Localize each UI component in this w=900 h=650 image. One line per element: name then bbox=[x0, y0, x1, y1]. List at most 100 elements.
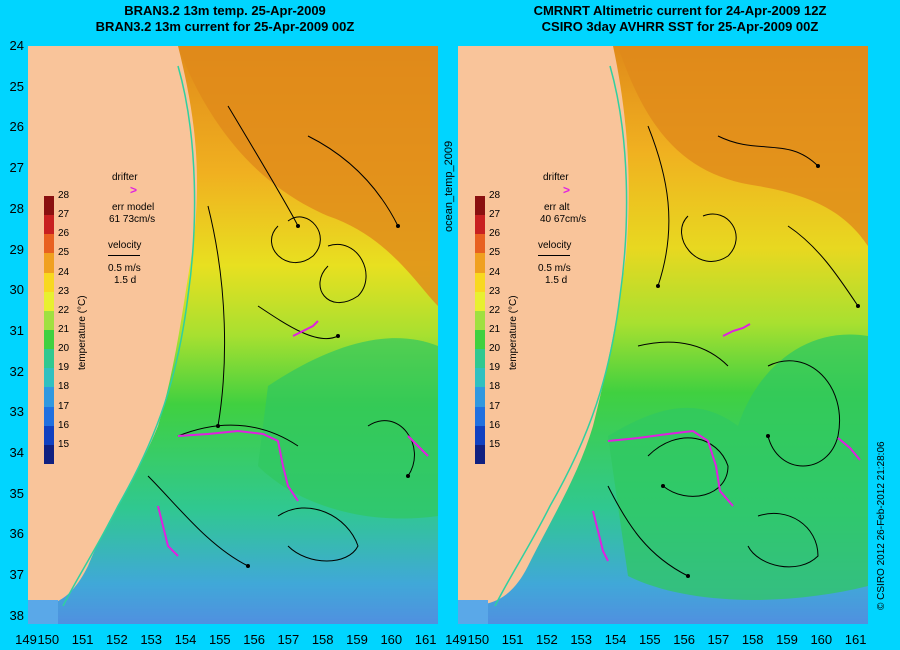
x-tick-label: 157 bbox=[707, 632, 730, 647]
colorbar-swatch bbox=[44, 310, 54, 330]
right-drifter-label: drifter bbox=[543, 172, 569, 183]
colorbar-swatch bbox=[44, 406, 54, 426]
left-map bbox=[28, 46, 438, 624]
current-arrowheads bbox=[656, 164, 860, 578]
colorbar-tick-label: 16 bbox=[58, 419, 70, 431]
colorbar-tick-label: 19 bbox=[489, 362, 501, 374]
colorbar-swatch bbox=[475, 234, 485, 254]
cool-water bbox=[258, 338, 438, 519]
x-tick-label: 161 bbox=[844, 632, 867, 647]
drifter-tracks bbox=[157, 320, 429, 557]
colorbar-swatch bbox=[475, 425, 485, 445]
left-velocity-days: 1.5 d bbox=[114, 275, 137, 286]
x-tick-label: 152 bbox=[106, 632, 128, 647]
colorbar-tick-label: 15 bbox=[489, 438, 501, 450]
right-velocity-arrow bbox=[538, 255, 570, 256]
colorbar-swatch bbox=[44, 387, 54, 407]
shelf-contour bbox=[62, 65, 196, 607]
current-arrowheads bbox=[216, 224, 410, 568]
x-tick-label: 151 bbox=[501, 632, 524, 647]
left-title: BRAN3.2 13m temp. 25-Apr-2009 BRAN3.2 13… bbox=[60, 3, 390, 35]
warm-eddy bbox=[178, 46, 438, 306]
colorbar-tick-label: 15 bbox=[58, 438, 70, 450]
colorbar-tick-label: 23 bbox=[58, 285, 70, 297]
colorbar-swatch bbox=[475, 215, 485, 235]
colorbar-swatch bbox=[44, 329, 54, 350]
x-tick-label: 154 bbox=[604, 632, 627, 647]
colorbar-tick-label: 21 bbox=[58, 324, 70, 335]
x-tick-label: 153 bbox=[570, 632, 593, 647]
left-velocity-value: 0.5 m/s bbox=[108, 263, 141, 274]
sea-patch bbox=[458, 600, 488, 624]
colorbar-tick-label: 19 bbox=[58, 362, 70, 374]
right-colorbar-title: temperature (°C) bbox=[508, 295, 519, 370]
colorbar-tick-label: 28 bbox=[58, 190, 70, 201]
colorbar-tick-label: 23 bbox=[489, 285, 501, 297]
colorbar-swatch bbox=[475, 291, 485, 311]
colorbar-swatch bbox=[44, 253, 54, 273]
sea-patch bbox=[28, 600, 58, 624]
y-tick-label: 27 bbox=[9, 160, 24, 176]
colorbar-swatch bbox=[475, 329, 485, 350]
colorbar-tick-label: 27 bbox=[489, 209, 501, 221]
y-tick-label: 31 bbox=[9, 322, 24, 338]
colorbar-tick-label: 25 bbox=[489, 247, 501, 259]
colorbar-swatch bbox=[475, 253, 485, 273]
left-drifter-label: drifter bbox=[112, 172, 138, 183]
right-velocity-days: 1.5 d bbox=[545, 275, 568, 286]
x-tick-label: 155 bbox=[208, 632, 231, 647]
colorbar-swatch bbox=[44, 234, 54, 254]
colorbar-tick-label: 17 bbox=[489, 400, 501, 412]
colorbar-tick-label: 20 bbox=[489, 343, 501, 355]
right-drifter-icon: > bbox=[563, 183, 571, 197]
cool-water bbox=[608, 334, 868, 600]
x-tick-label: 150 bbox=[37, 632, 60, 647]
left-title-line2: BRAN3.2 13m current for 25-Apr-2009 00Z bbox=[95, 19, 355, 34]
colorbar-swatch bbox=[44, 349, 54, 369]
right-title: CMRNRT Altimetric current for 24-Apr-200… bbox=[470, 3, 890, 35]
x-tick-label: 150 bbox=[467, 632, 490, 647]
left-velocity-arrow bbox=[108, 255, 140, 256]
x-tick-label: 158 bbox=[311, 632, 334, 647]
left-colorbar bbox=[44, 196, 54, 464]
colorbar-swatch bbox=[44, 215, 54, 235]
right-map bbox=[458, 46, 868, 624]
colorbar-tick-label: 24 bbox=[58, 266, 70, 278]
colorbar-tick-label: 27 bbox=[58, 209, 70, 221]
current-streamlines bbox=[607, 125, 859, 577]
y-tick-label: 37 bbox=[9, 567, 24, 583]
x-tick-label: 161 bbox=[414, 632, 437, 647]
drifter-tracks bbox=[592, 323, 861, 562]
colorbar-tick-label: 22 bbox=[489, 304, 501, 316]
colorbar-swatch bbox=[475, 196, 485, 216]
x-tick-label: 158 bbox=[741, 632, 764, 647]
y-tick-label: 28 bbox=[9, 200, 24, 216]
colorbar-swatch bbox=[475, 368, 485, 388]
left-err-value: 61 73cm/s bbox=[109, 214, 156, 225]
shelf-contour bbox=[494, 65, 628, 607]
land-mass bbox=[28, 46, 198, 606]
y-tick-label: 26 bbox=[9, 119, 24, 135]
x-tick-label: 159 bbox=[776, 632, 798, 647]
right-map-panel[interactable] bbox=[458, 46, 868, 624]
x-tick-label: 149 bbox=[15, 632, 37, 647]
colorbar-swatch bbox=[475, 444, 485, 464]
right-velocity-value: 0.5 m/s bbox=[538, 263, 571, 274]
colorbar-tick-label: 21 bbox=[489, 324, 501, 335]
y-tick-label: 35 bbox=[9, 485, 24, 501]
left-map-panel[interactable] bbox=[28, 46, 438, 624]
colorbar-swatch bbox=[44, 444, 54, 464]
colorbar-swatch bbox=[44, 196, 54, 216]
colorbar-swatch bbox=[44, 272, 54, 292]
colorbar-tick-label: 22 bbox=[58, 304, 70, 316]
y-tick-label: 34 bbox=[9, 445, 24, 460]
x-tick-label: 160 bbox=[380, 632, 403, 647]
colorbar-tick-label: 17 bbox=[58, 400, 70, 412]
x-tick-label: 153 bbox=[140, 632, 163, 647]
y-tick-label: 33 bbox=[9, 404, 24, 420]
colorbar-tick-label: 26 bbox=[58, 228, 70, 240]
y-tick-label: 29 bbox=[9, 241, 24, 257]
x-tick-label: 155 bbox=[638, 632, 661, 647]
y-tick-label: 36 bbox=[9, 526, 24, 542]
x-tick-label: 156 bbox=[243, 632, 265, 647]
